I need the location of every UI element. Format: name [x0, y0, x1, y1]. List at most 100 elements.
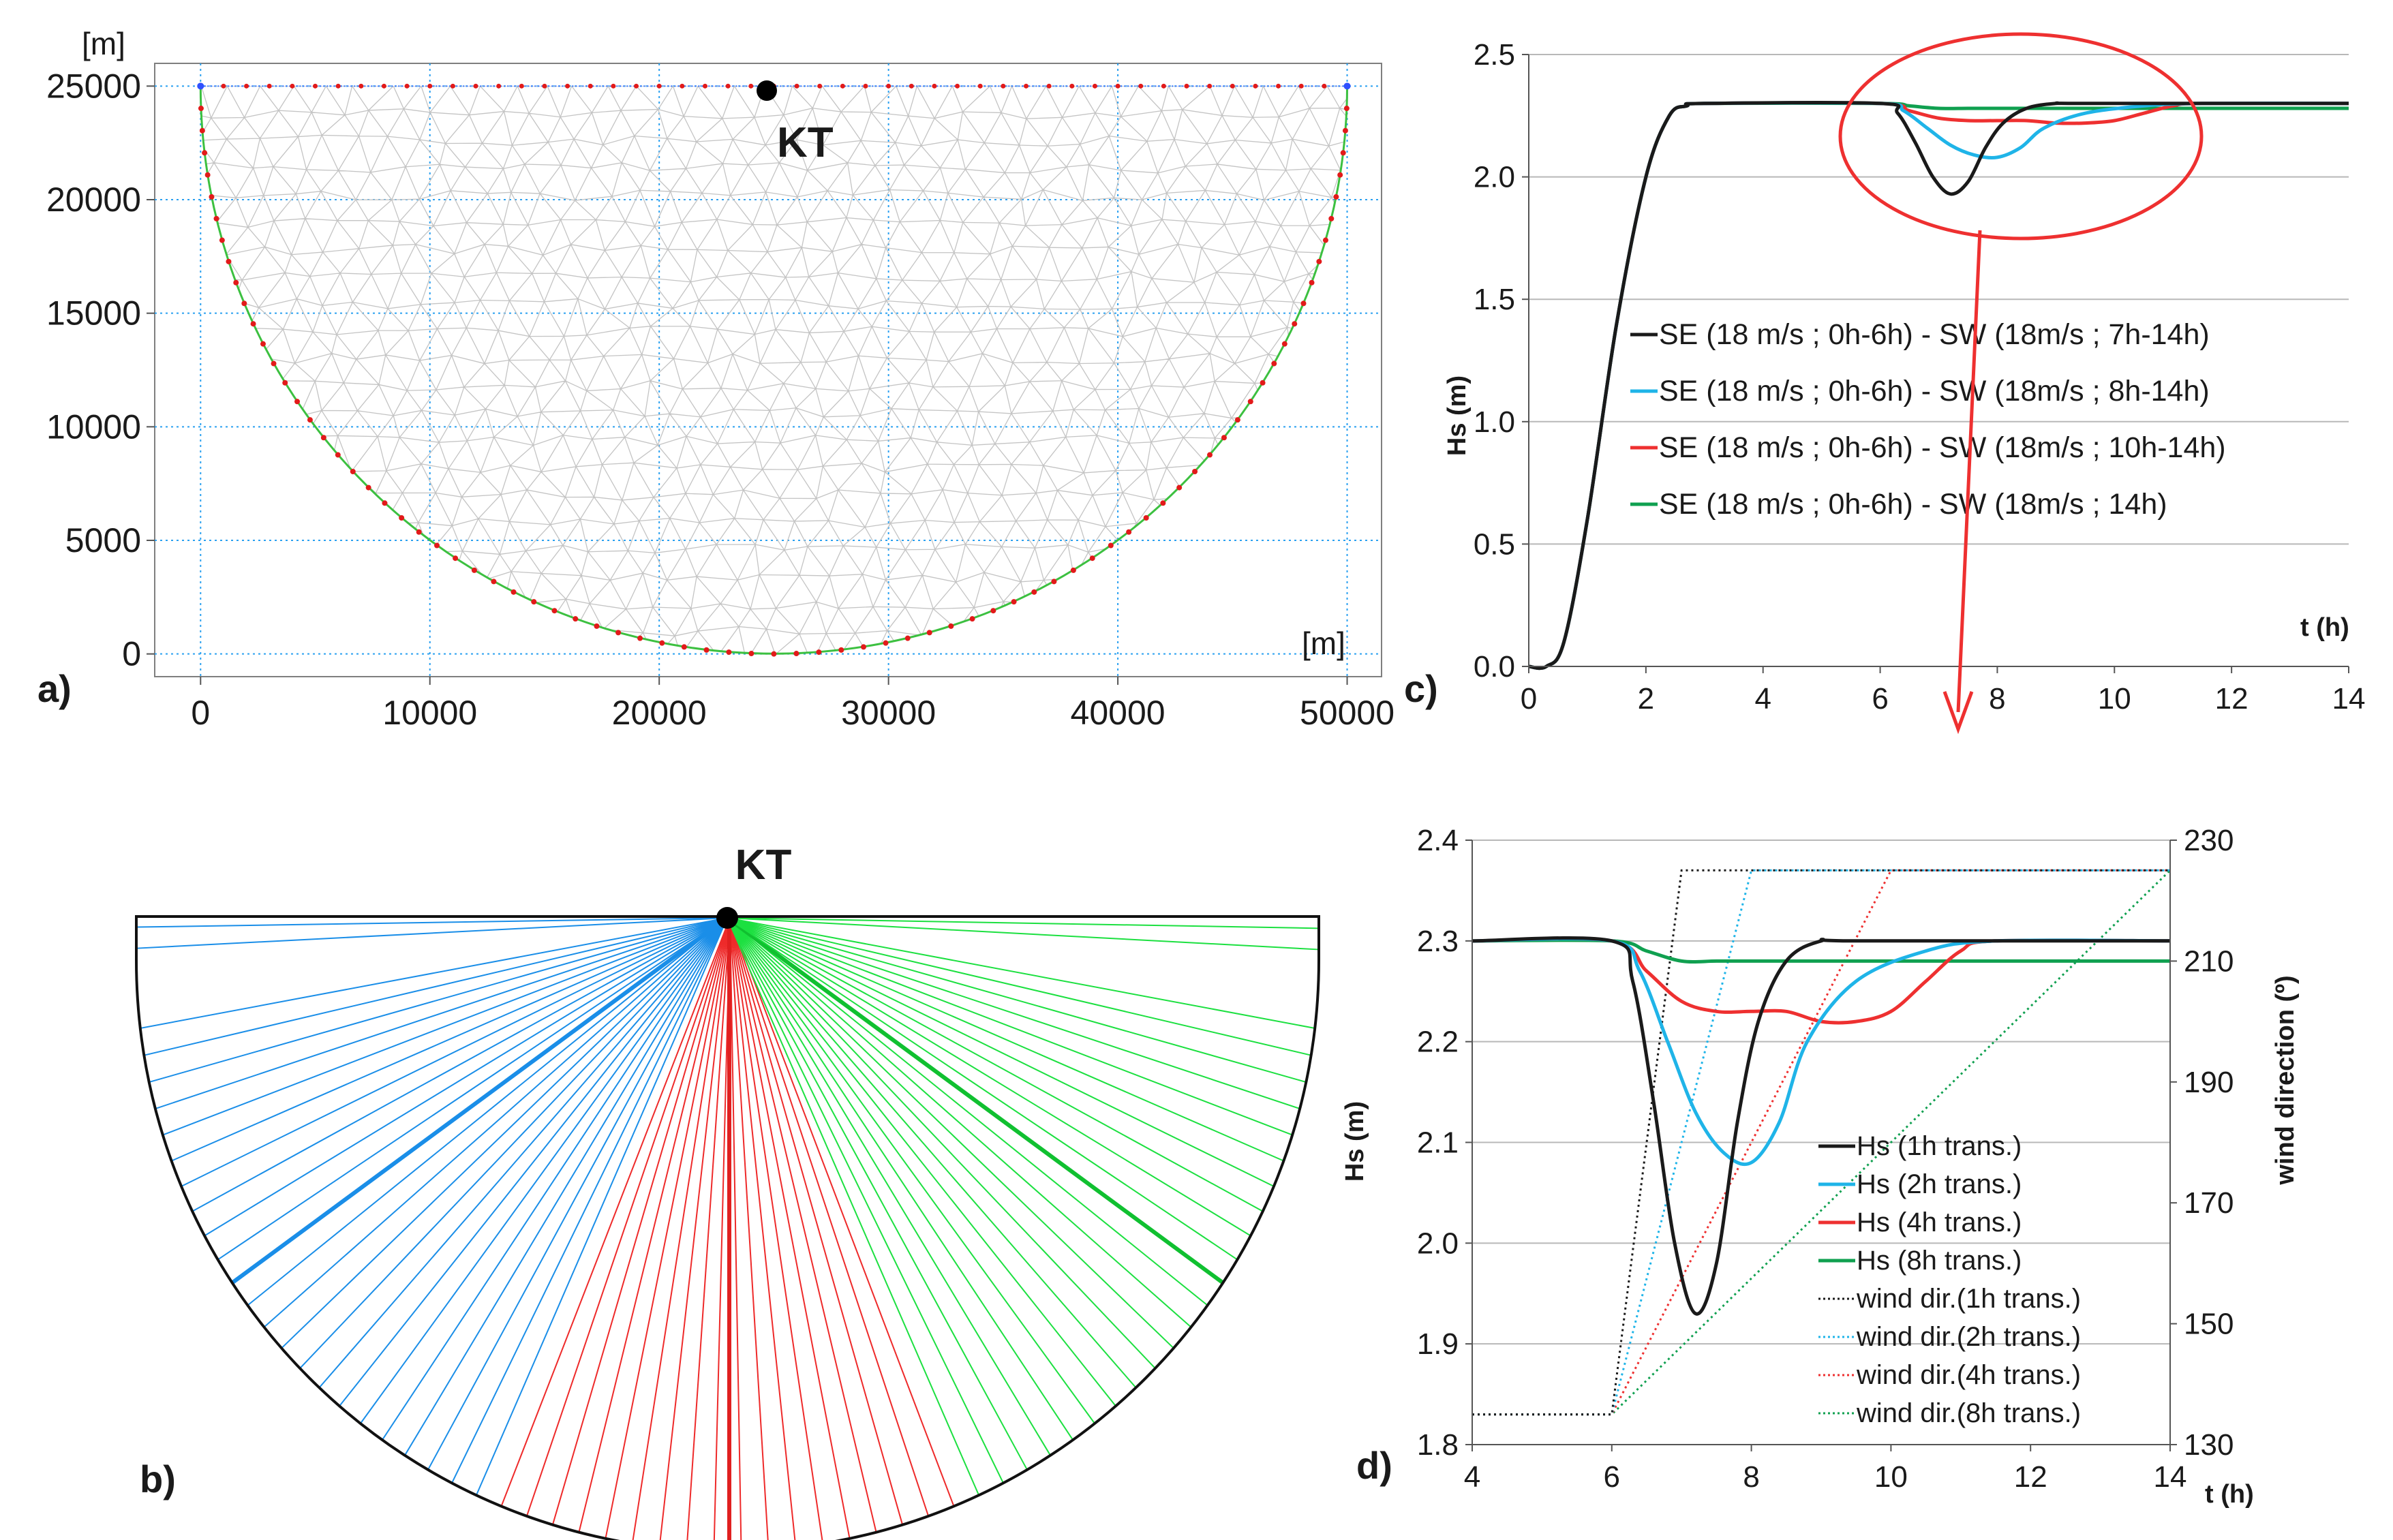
c-legend-label: SE (18 m/s ; 0h-6h) - SW (18m/s ; 8h-14h… [1659, 375, 2210, 407]
a-open-boundary-node [588, 83, 593, 89]
d-hs-line [1472, 936, 2170, 1316]
b-ray [727, 917, 1307, 1083]
a-boundary-node [1340, 150, 1346, 156]
a-open-boundary-node [1138, 83, 1144, 89]
a-boundary-node [637, 635, 643, 641]
b-ray [149, 917, 728, 1083]
d-y-tick-label: 2.2 [1417, 1026, 1459, 1059]
panel-c-ylabel: Hs (m) [1443, 375, 1472, 456]
a-boundary-node [260, 341, 266, 347]
d-y-tick-label: 2.0 [1417, 1227, 1459, 1260]
b-ray [192, 917, 728, 1212]
a-open-boundary-node [977, 83, 983, 89]
b-ray [729, 917, 904, 1525]
panel-b-panel-label: b) [140, 1458, 176, 1500]
a-boundary-node [1322, 237, 1328, 243]
a-boundary-node [453, 555, 459, 561]
a-boundary-node [883, 640, 889, 646]
a-boundary-node [1292, 321, 1298, 327]
a-boundary-node [748, 651, 755, 657]
panel-d-y2label: wind direction (º) [2271, 975, 2300, 1185]
a-boundary-node [1176, 484, 1183, 491]
b-ray [727, 917, 1028, 1470]
panel-c-highlight-ellipse [1838, 32, 2204, 241]
d-hs-line [1472, 937, 2171, 1025]
panel-d-panel-label: d) [1356, 1444, 1392, 1487]
a-boundary-node [1328, 215, 1335, 221]
b-ray [727, 917, 1174, 1349]
a-x-tick-label: 0 [191, 694, 210, 732]
b-ray [155, 917, 728, 1110]
a-open-boundary-node [611, 83, 616, 89]
a-boundary-node [399, 515, 405, 521]
a-open-boundary-node [886, 83, 891, 89]
b-ray [299, 917, 728, 1369]
b-ray [727, 917, 1116, 1407]
d-hs-line [1472, 938, 2170, 964]
b-ray [729, 917, 823, 1540]
b-ray [727, 917, 1320, 929]
a-boundary-node [1108, 542, 1114, 549]
panel-a: 0 10000 20000 30000 40000 50000 0 5000 10000 1500… [37, 26, 1394, 732]
panel-b-outline [135, 915, 1320, 1540]
a-open-boundary-node [748, 83, 754, 89]
a-x-tick-label: 20000 [612, 694, 707, 732]
a-boundary-node [573, 616, 579, 622]
b-ray [727, 917, 1275, 1187]
b-ray [727, 917, 1156, 1369]
a-boundary-node [904, 635, 911, 641]
b-ray [726, 916, 1225, 1285]
b-ray [727, 917, 1320, 951]
c-x-tick-label: 4 [1754, 682, 1771, 715]
panel-d-xlabel: t (h) [2205, 1480, 2254, 1509]
b-ray [427, 917, 728, 1470]
panel-c: 0.0 0.5 1.0 1.5 2.0 2.5 0 2 4 6 8 10 12 14 SE (18 m/s… [1404, 32, 2365, 735]
a-boundary-node [1300, 301, 1307, 307]
b-ray [162, 917, 728, 1136]
b-ray [727, 917, 1238, 1261]
c-y-tick-label: 0.0 [1474, 650, 1515, 683]
c-x-tick-label: 10 [2098, 682, 2131, 715]
d-y2-tick-label: 170 [2184, 1186, 2234, 1220]
d-wind-dir-line [1472, 869, 2170, 1416]
a-corner-node [197, 82, 204, 90]
b-ray [659, 917, 731, 1540]
c-y-tick-label: 0.5 [1474, 527, 1515, 561]
b-ray [727, 917, 1284, 1162]
a-boundary-node [294, 399, 301, 405]
panel-c-arrow-head [1942, 691, 1974, 735]
panel-a-boundary [197, 82, 1350, 656]
a-boundary-node [1192, 469, 1198, 475]
a-boundary-node [1309, 279, 1315, 286]
a-boundary-node [241, 301, 247, 307]
d-y2-tick-label: 150 [2184, 1308, 2234, 1341]
a-boundary-node [1070, 567, 1076, 573]
d-x-tick-label: 14 [2154, 1460, 2187, 1494]
a-boundary-node [350, 469, 356, 475]
b-ray [318, 917, 728, 1389]
a-boundary-node [416, 529, 422, 535]
a-open-boundary-node [680, 83, 685, 89]
d-y-tick-label: 2.4 [1417, 824, 1459, 857]
a-boundary-node [838, 647, 844, 653]
a-open-boundary-node [1230, 83, 1235, 89]
a-boundary-node [209, 194, 215, 200]
b-ray [727, 917, 1300, 1110]
d-legend-label: wind dir.(1h trans.) [1856, 1284, 2081, 1314]
a-boundary-node [1333, 194, 1339, 200]
a-boundary-node [271, 360, 277, 367]
b-ray [382, 917, 728, 1441]
a-boundary-node [531, 599, 537, 605]
d-y-tick-label: 1.8 [1417, 1428, 1459, 1462]
panel-a-mesh [200, 86, 1347, 654]
a-boundary-node [1089, 555, 1095, 561]
a-boundary-node [335, 452, 341, 458]
b-ray [727, 917, 1073, 1441]
b-ray [729, 917, 769, 1540]
a-open-boundary-node [863, 83, 868, 89]
a-boundary-node [382, 500, 388, 506]
b-ray [578, 917, 731, 1533]
a-boundary-node [199, 127, 205, 134]
a-boundary-node [681, 644, 687, 650]
a-boundary-node [1234, 417, 1240, 423]
